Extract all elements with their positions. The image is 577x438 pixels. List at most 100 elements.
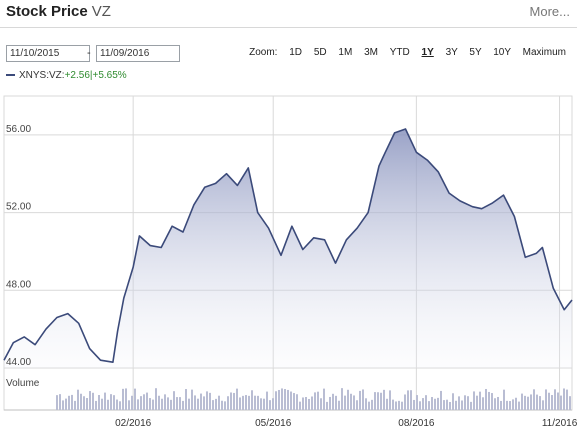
volume-bar xyxy=(428,401,430,410)
volume-bar xyxy=(377,392,379,410)
volume-bar xyxy=(323,388,325,410)
x-tick-label: 11/2016 xyxy=(542,418,577,429)
volume-bar xyxy=(251,390,253,410)
volume-bar xyxy=(521,393,523,410)
volume-bar xyxy=(557,392,559,410)
more-link[interactable]: More... xyxy=(529,4,570,19)
volume-bar xyxy=(371,399,373,410)
zoom-5y[interactable]: 5Y xyxy=(469,47,482,58)
y-tick-label: 48.00 xyxy=(6,279,31,290)
volume-bar xyxy=(494,398,496,410)
volume-bar xyxy=(284,389,286,410)
volume-bar xyxy=(269,400,271,410)
y-tick-label: 44.00 xyxy=(6,357,31,368)
volume-bar xyxy=(272,398,274,410)
volume-bar xyxy=(191,389,193,410)
volume-bar xyxy=(356,400,358,410)
header-divider xyxy=(0,27,577,28)
volume-bar xyxy=(446,399,448,410)
volume-bar xyxy=(260,398,262,410)
volume-bar xyxy=(224,401,226,410)
volume-bar xyxy=(110,394,112,410)
volume-bar xyxy=(200,393,202,410)
x-tick-label: 02/2016 xyxy=(115,418,152,429)
volume-bar xyxy=(566,389,568,410)
volume-bar xyxy=(482,397,484,410)
volume-label: Volume xyxy=(6,378,40,389)
volume-bar xyxy=(314,392,316,410)
volume-bar xyxy=(386,398,388,410)
volume-bar xyxy=(407,390,409,410)
ticker-symbol: VZ xyxy=(91,3,111,20)
chart-title: Stock Price VZ xyxy=(6,3,111,20)
volume-bar xyxy=(161,398,163,410)
volume-bar xyxy=(101,398,103,410)
volume-bar xyxy=(170,399,172,410)
volume-bar xyxy=(266,391,268,410)
volume-bar xyxy=(542,400,544,410)
zoom-ytd[interactable]: YTD xyxy=(389,47,410,58)
zoom-5d[interactable]: 5D xyxy=(313,47,327,58)
legend-change-pct: +5.65% xyxy=(92,70,127,81)
volume-bar xyxy=(404,394,406,410)
y-tick-label: 56.00 xyxy=(6,124,31,135)
volume-bar xyxy=(155,388,157,410)
volume-bar xyxy=(299,401,301,410)
volume-bar xyxy=(350,393,352,410)
zoom-1y[interactable]: 1Y xyxy=(421,47,434,58)
zoom-3m[interactable]: 3M xyxy=(364,47,378,58)
volume-bar xyxy=(188,398,190,410)
volume-bar xyxy=(209,392,211,410)
volume-bar xyxy=(164,394,166,410)
legend-swatch xyxy=(6,74,15,77)
volume-bar xyxy=(74,400,76,410)
volume-bar xyxy=(248,395,250,410)
volume-bar xyxy=(536,394,538,410)
volume-bar xyxy=(410,390,412,410)
volume-bar xyxy=(173,391,175,410)
volume-bar xyxy=(440,390,442,410)
zoom-1m[interactable]: 1M xyxy=(338,47,353,58)
y-tick-label: 52.00 xyxy=(6,202,31,213)
volume-bar xyxy=(443,400,445,410)
volume-bar xyxy=(158,395,160,410)
volume-bar xyxy=(296,394,298,410)
zoom-3y[interactable]: 3Y xyxy=(445,47,458,58)
volume-bar xyxy=(497,396,499,410)
volume-bar xyxy=(344,395,346,410)
volume-bar xyxy=(422,398,424,410)
volume-bar xyxy=(290,391,292,410)
volume-bar xyxy=(455,400,457,410)
series-legend: XNYS:VZ:+2.56|+5.65% xyxy=(6,70,127,81)
zoom-maximum[interactable]: Maximum xyxy=(522,47,566,58)
volume-bar xyxy=(485,388,487,410)
date-to-input[interactable] xyxy=(96,45,180,62)
volume-bar xyxy=(554,389,556,410)
volume-bar xyxy=(287,389,289,410)
volume-bar xyxy=(83,396,85,410)
volume-bar xyxy=(92,392,94,410)
volume-bar xyxy=(389,390,391,410)
volume-bar xyxy=(425,395,427,410)
volume-bar xyxy=(560,395,562,410)
volume-bar xyxy=(119,401,121,410)
volume-bar xyxy=(278,389,280,410)
volume-bar xyxy=(113,395,115,410)
volume-bar xyxy=(416,395,418,410)
volume-bar xyxy=(503,389,505,410)
volume-bar xyxy=(134,388,136,410)
zoom-1d[interactable]: 1D xyxy=(289,47,303,58)
volume-bar xyxy=(515,397,517,410)
volume-bar xyxy=(65,398,67,410)
volume-bar xyxy=(149,398,151,410)
volume-bar xyxy=(230,392,232,410)
date-separator: - xyxy=(87,47,91,59)
zoom-10y[interactable]: 10Y xyxy=(493,47,511,58)
volume-bar xyxy=(530,394,532,410)
volume-bar xyxy=(329,396,331,410)
volume-bar xyxy=(335,395,337,410)
volume-bar xyxy=(362,389,364,410)
volume-bar xyxy=(338,400,340,410)
volume-bar xyxy=(449,401,451,410)
date-from-input[interactable] xyxy=(6,45,90,62)
